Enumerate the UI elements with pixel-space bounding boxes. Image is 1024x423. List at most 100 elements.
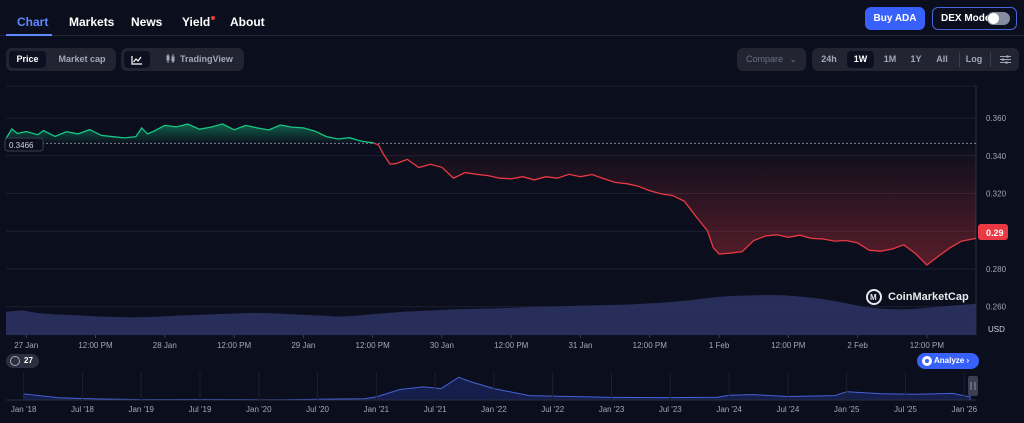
navigator-tick-label: Jul '22 (541, 405, 564, 414)
navigator-tick-label: Jan '25 (834, 405, 860, 414)
metric-selector: Price Market cap (6, 48, 116, 71)
navigator-tick-label: Jan '20 (246, 405, 272, 414)
compare-dropdown[interactable]: Compare ⌄ (737, 48, 806, 71)
coinmarketcap-watermark: CoinMarketCap (866, 289, 969, 306)
x-tick-label: 12:00 PM (910, 341, 945, 350)
x-tick-label: 31 Jan (568, 341, 592, 350)
line-chart-button[interactable] (124, 51, 150, 68)
toggle-switch-icon[interactable] (987, 12, 1010, 25)
tradingview-button[interactable]: TradingView (161, 51, 239, 68)
line-chart-icon (131, 56, 142, 65)
navigator-tick-label: Jan '22 (481, 405, 507, 414)
chevron-right-icon: › (966, 356, 970, 365)
sliders-icon (999, 55, 1011, 64)
divider (959, 52, 960, 67)
y-tick-label: 0.320 (986, 190, 1007, 199)
navigator-tick-label: Jul '25 (894, 405, 917, 414)
x-tick-label: 12:00 PM (217, 341, 252, 350)
x-tick-label: 30 Jan (430, 341, 454, 350)
x-tick-label: 12:00 PM (356, 341, 391, 350)
compare-label: Compare (746, 54, 784, 64)
x-tick-label: 27 Jan (14, 341, 38, 350)
tab-yield[interactable]: Yield (182, 15, 216, 29)
current-price-text: 0.29 (986, 228, 1004, 238)
navigator-tick-label: Jan '24 (716, 405, 742, 414)
y-tick-label: 0.280 (986, 265, 1007, 274)
x-tick-label: 29 Jan (291, 341, 315, 350)
price-area-below-baseline (374, 143, 976, 265)
chart-type-selector: TradingView (121, 48, 244, 71)
navigator-tick-label: Jan '26 (951, 405, 977, 414)
volume-area (6, 295, 976, 335)
clock-icon (10, 356, 20, 366)
tab-news[interactable]: News (131, 15, 163, 29)
range-1w[interactable]: 1W (847, 51, 874, 68)
dex-mode-toggle[interactable]: DEX Mode (932, 7, 1017, 30)
navigator-area (23, 376, 971, 401)
news-count: 27 (24, 356, 33, 365)
navigator-tick-label: Jul '24 (776, 405, 799, 414)
candlestick-icon (166, 54, 175, 63)
navigator-tick-label: Jul '21 (424, 405, 447, 414)
x-tick-label: 12:00 PM (78, 341, 113, 350)
analyze-label: Analyze (934, 356, 965, 365)
price-area-above-baseline (6, 123, 375, 144)
baseline-label-text: 0.3466 (9, 141, 34, 150)
market-cap-tab[interactable]: Market cap (58, 54, 106, 64)
top-nav: Chart Markets News Yield About Buy ADA D… (0, 0, 1024, 36)
x-tick-label: 12:00 PM (494, 341, 529, 350)
range-24h[interactable]: 24h (821, 54, 837, 64)
currency-label: USD (988, 325, 1005, 334)
ai-icon (922, 356, 932, 366)
range-1y[interactable]: 1Y (910, 54, 922, 64)
y-tick-label: 0.260 (986, 303, 1007, 312)
baseline-label: 0.3466 (4, 137, 44, 152)
current-price-badge: 0.29 (978, 224, 1008, 240)
navigator-tick-label: Jan '21 (364, 405, 390, 414)
coinmarketcap-logo (866, 289, 882, 306)
analyze-button[interactable]: Analyze › (917, 353, 979, 369)
navigator-tick-label: Jan '19 (128, 405, 154, 414)
navigator-tick-label: Jul '23 (659, 405, 682, 414)
y-tick-label: 0.360 (986, 114, 1007, 123)
range-selector: 24h 1W 1M 1Y All Log (812, 48, 1019, 71)
news-events-badge[interactable]: 27 (6, 354, 39, 368)
dex-mode-label: DEX Mode (941, 13, 991, 24)
navigator-tick-label: Jul '20 (306, 405, 329, 414)
navigator-tick-label: Jan '23 (599, 405, 625, 414)
price-line-above-baseline (5, 123, 375, 144)
price-line-below-baseline (373, 142, 977, 266)
navigator-x-axis: Jan '18 Jul '18 Jan '19 Jul '19 Jan '20 Jul '… (6, 372, 978, 414)
range-1m[interactable]: 1M (883, 54, 897, 64)
x-tick-label: 12:00 PM (633, 341, 668, 350)
divider (990, 52, 991, 67)
navigator-chart[interactable]: Jan '18 Jul '18 Jan '19 Jul '19 Jan '20 Jul '… (0, 368, 1024, 423)
tradingview-label: TradingView (180, 54, 233, 64)
x-tick-label: 1 Feb (709, 341, 730, 350)
active-tab-indicator (6, 34, 52, 36)
navigator-handle[interactable] (968, 376, 978, 396)
x-tick-label: 28 Jan (153, 341, 177, 350)
buy-button[interactable]: Buy ADA (865, 7, 925, 30)
x-tick-label: 12:00 PM (771, 341, 806, 350)
settings-button[interactable] (995, 51, 1015, 68)
tab-yield-label: Yield (182, 15, 211, 29)
navigator-tick-label: Jul '18 (71, 405, 94, 414)
watermark-text: CoinMarketCap (888, 291, 969, 303)
navigator-tick-label: Jan '18 (11, 405, 37, 414)
new-dot-icon (211, 16, 216, 20)
navigator-tick-label: Jul '19 (189, 405, 212, 414)
chevron-down-icon: ⌄ (789, 54, 797, 64)
x-tick-label: 2 Feb (847, 341, 868, 350)
range-all[interactable]: All (936, 54, 948, 64)
log-scale-button[interactable]: Log (965, 54, 983, 64)
x-axis: 27 Jan 12:00 PM 28 Jan 12:00 PM 29 Jan 12:00 … (14, 335, 944, 350)
price-tab[interactable]: Price (9, 51, 46, 68)
tab-markets[interactable]: Markets (69, 15, 115, 29)
tab-about[interactable]: About (230, 15, 265, 29)
tab-chart[interactable]: Chart (17, 15, 49, 29)
y-tick-label: 0.340 (986, 152, 1007, 161)
